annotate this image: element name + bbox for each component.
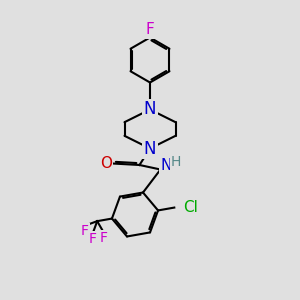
Text: N: N <box>144 100 156 118</box>
Text: F: F <box>146 22 154 38</box>
Text: F: F <box>80 224 88 238</box>
Text: O: O <box>100 156 112 171</box>
Text: N: N <box>160 158 172 173</box>
Text: F: F <box>100 231 108 245</box>
Text: H: H <box>171 155 181 169</box>
Text: Cl: Cl <box>183 200 198 215</box>
Text: F: F <box>88 232 97 246</box>
Text: N: N <box>144 140 156 158</box>
